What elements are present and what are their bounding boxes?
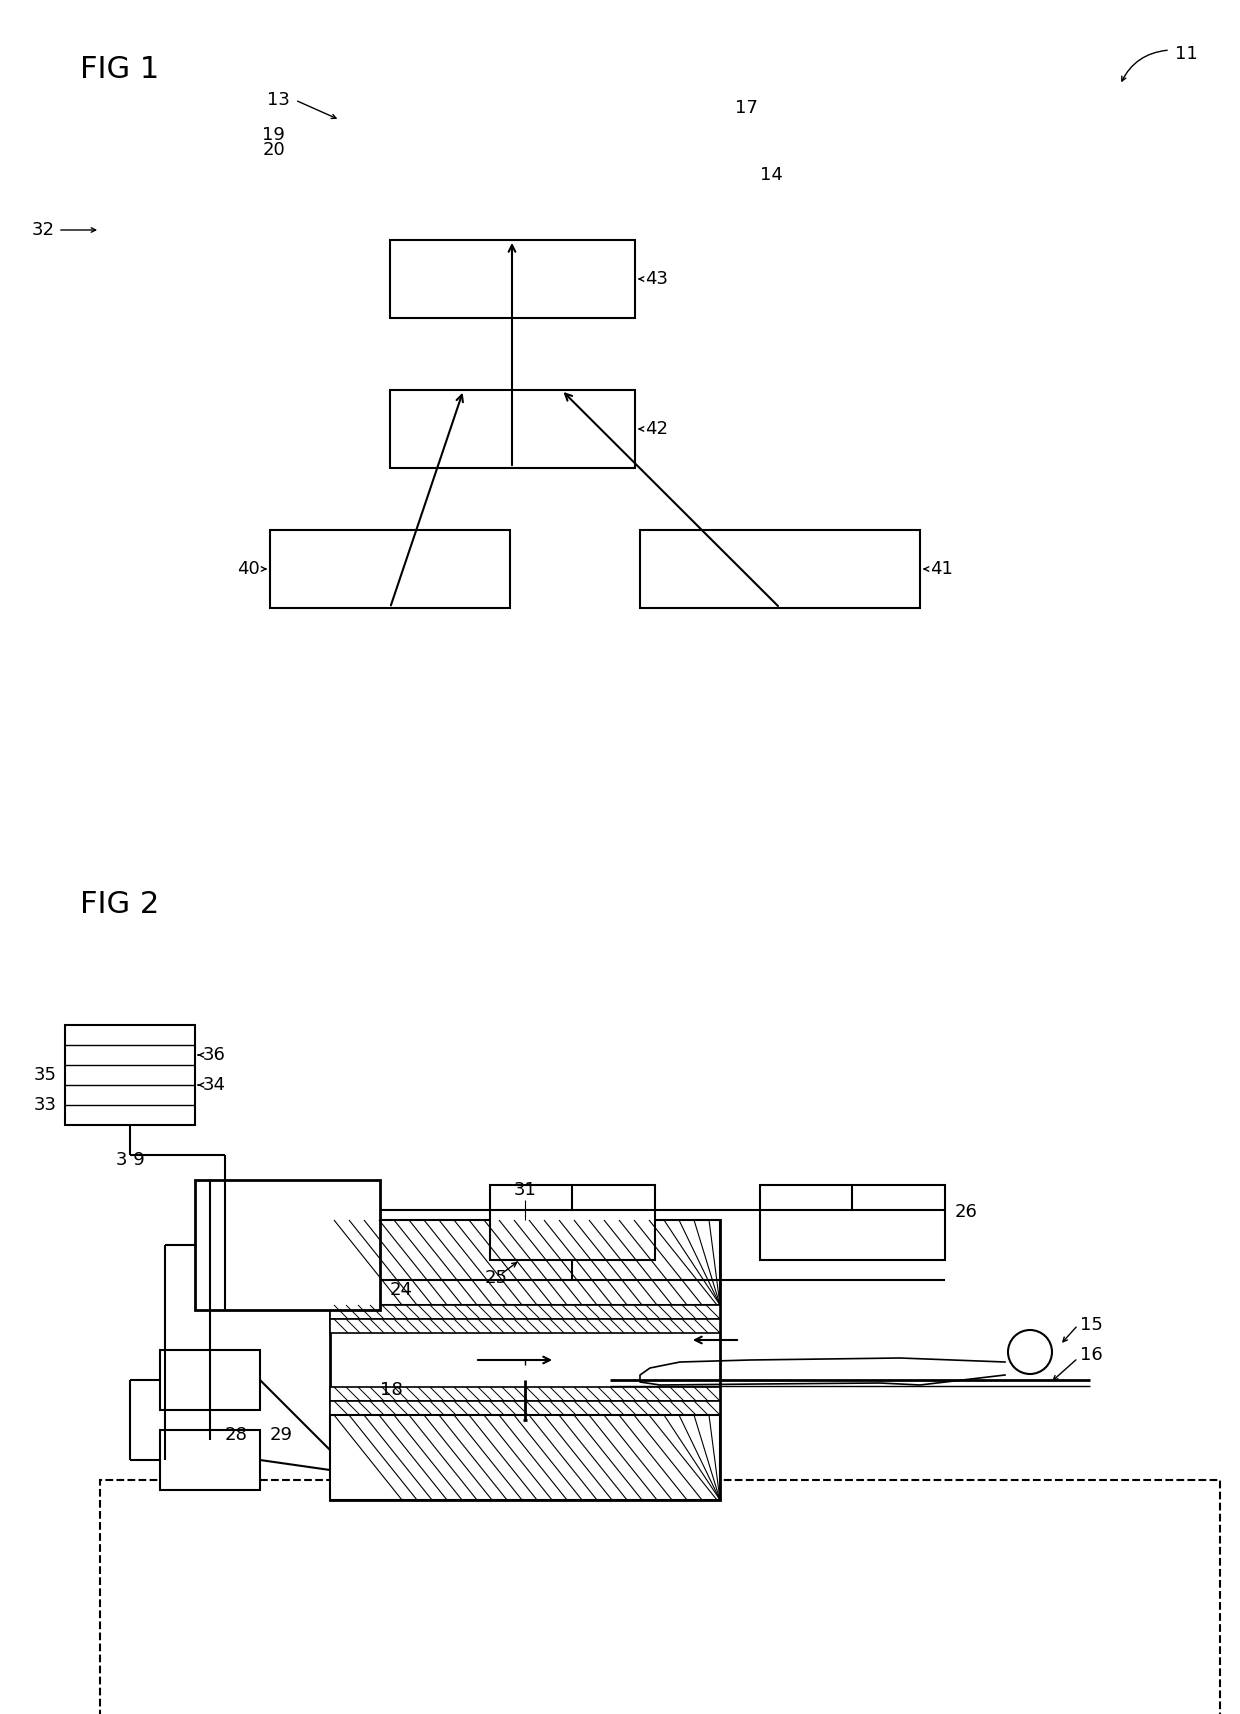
Bar	[330, 1220, 720, 1304]
Text: 15: 15	[1080, 1316, 1102, 1333]
Bar	[330, 1304, 720, 1320]
Text: 43: 43	[645, 271, 668, 288]
Text: 34: 34	[203, 1076, 226, 1094]
Text: 17: 17	[735, 99, 758, 117]
Text: FIG 1: FIG 1	[81, 55, 159, 84]
Bar	[160, 1429, 260, 1489]
Bar	[490, 1184, 655, 1260]
Bar	[160, 1351, 260, 1411]
Text: 31: 31	[513, 1181, 537, 1200]
Text: 32: 32	[32, 221, 55, 238]
Text: 40: 40	[237, 560, 260, 578]
Text: 13: 13	[267, 91, 290, 110]
Bar	[391, 240, 635, 319]
Text: 14: 14	[760, 166, 782, 183]
Bar	[330, 1400, 720, 1416]
Text: 29: 29	[270, 1426, 293, 1443]
Text: 41: 41	[930, 560, 952, 578]
Bar	[391, 391, 635, 468]
Bar	[760, 1184, 945, 1260]
Text: 20: 20	[262, 141, 285, 159]
Text: 11: 11	[1176, 45, 1198, 63]
Bar	[330, 1416, 720, 1500]
Text: 19: 19	[262, 127, 285, 144]
Text: 18: 18	[379, 1381, 403, 1399]
Text: 16: 16	[1080, 1345, 1102, 1364]
Text: 35: 35	[33, 1066, 57, 1083]
Bar	[330, 1220, 720, 1500]
Text: 26: 26	[955, 1203, 978, 1220]
Text: 28: 28	[224, 1426, 248, 1443]
Bar	[330, 1320, 720, 1333]
Bar	[100, 1479, 1220, 1714]
Text: FIG 2: FIG 2	[81, 890, 159, 919]
Text: 36: 36	[203, 1046, 226, 1064]
Bar	[330, 1387, 720, 1400]
Text: 24: 24	[391, 1280, 413, 1299]
Bar	[195, 1179, 379, 1309]
Text: 25: 25	[485, 1268, 508, 1287]
Text: 33: 33	[33, 1095, 57, 1114]
Bar	[64, 1025, 195, 1124]
Text: 42: 42	[645, 420, 668, 439]
Text: 3 9: 3 9	[115, 1152, 144, 1169]
Bar	[640, 530, 920, 608]
Bar	[270, 530, 510, 608]
